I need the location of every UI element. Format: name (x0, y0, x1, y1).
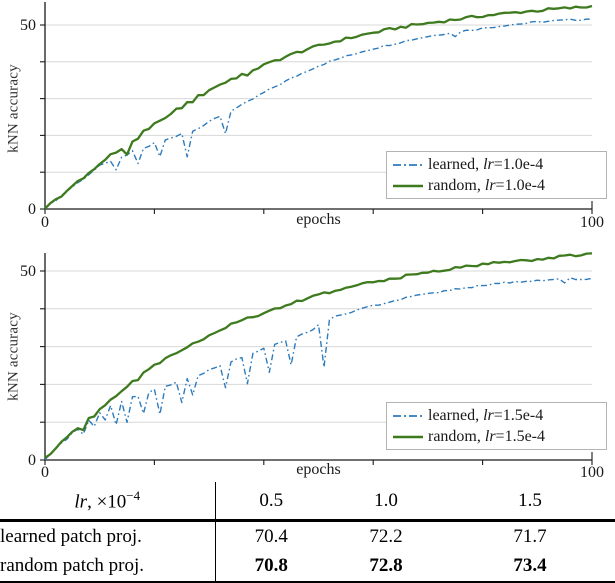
random-line-sample-icon (393, 435, 423, 438)
legend-item-random: random, lr=1.5e-4 (392, 426, 602, 447)
series-line-random (44, 4, 593, 210)
x-tick-label: 100 (580, 214, 604, 231)
lr-value-header: 1.5 (445, 482, 615, 522)
lr-value-header: 1.0 (327, 482, 445, 522)
legend-label: random, lr=1.0e-4 (428, 176, 545, 194)
results-table-wrap: lr, ×10−4 0.5 1.0 1.5 learned patch proj… (0, 482, 615, 583)
row-label: learned patch proj. (0, 525, 142, 547)
y-tick-label: 50 (20, 17, 36, 34)
legend-item-random: random, lr=1.0e-4 (392, 175, 602, 196)
accuracy-cell: 71.7 (513, 525, 547, 547)
row-label: random patch proj. (0, 551, 215, 583)
legend-label: learned, lr=1.0e-4 (428, 155, 544, 173)
accuracy-cell: 72.8 (327, 551, 445, 583)
y-tick-label: 0 (28, 452, 36, 469)
accuracy-cell: 70.4 (214, 520, 327, 551)
learned-line-sample-icon (393, 414, 423, 417)
series-line-random (44, 252, 593, 459)
lr-value-header: 0.5 (214, 482, 327, 522)
x-tick-label: 0 (41, 214, 49, 231)
top-chart: 0 100 0 50 (20, 2, 604, 231)
bottom-chart-x-axis-label: epochs (296, 461, 341, 478)
bottom-chart-legend: learned, lr=1.5e-4 random, lr=1.5e-4 (386, 402, 607, 450)
lr-header-cell: lr, ×10−4 (0, 482, 215, 522)
accuracy-cell: 70.8 (214, 551, 327, 583)
top-chart-legend: learned, lr=1.0e-4 random, lr=1.0e-4 (386, 151, 607, 199)
accuracy-cell: 72.2 (369, 525, 403, 547)
top-chart-x-axis-label: epochs (296, 211, 341, 228)
y-tick-label: 0 (28, 201, 36, 218)
legend-item-learned: learned, lr=1.0e-4 (392, 154, 602, 175)
learned-line-sample-icon (393, 163, 423, 166)
legend-item-learned: learned, lr=1.5e-4 (392, 405, 602, 426)
table-row-random: random patch proj. 70.8 72.8 73.4 (0, 551, 615, 583)
bottom-chart-y-axis-label: kNN accuracy (5, 312, 22, 401)
random-line-sample-icon (393, 184, 423, 187)
top-chart-y-axis-label: kNN accuracy (5, 64, 22, 153)
x-tick-label: 100 (580, 464, 604, 481)
x-tick-label: 0 (41, 464, 49, 481)
table-row-learned: learned patch proj. 70.4 72.2 71.7 (0, 520, 615, 551)
series-line-learned (44, 18, 593, 210)
y-tick-label: 50 (20, 263, 36, 280)
table-header-row: lr, ×10−4 0.5 1.0 1.5 (0, 482, 615, 522)
results-table: lr, ×10−4 0.5 1.0 1.5 learned patch proj… (0, 482, 615, 583)
legend-label: learned, lr=1.5e-4 (428, 406, 544, 424)
accuracy-cell: 73.4 (445, 551, 615, 583)
legend-label: random, lr=1.5e-4 (428, 427, 545, 445)
